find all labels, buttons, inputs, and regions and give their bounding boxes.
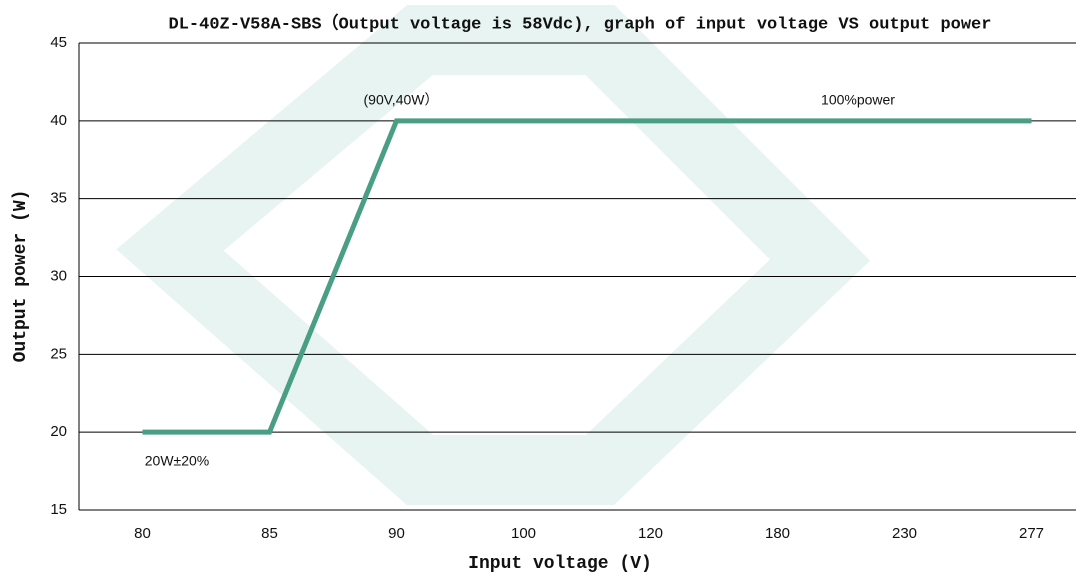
x-tick-label: 230 [892,525,917,542]
y-tick-label: 45 [50,34,67,51]
x-tick-label: 85 [261,525,278,542]
y-tick-label: 40 [50,112,67,129]
y-tick-label: 30 [50,267,67,284]
line [142,118,1032,435]
y-tick-label: 35 [50,190,67,207]
x-tick-label: 80 [134,525,151,542]
annotation: 20W±20% [145,453,210,469]
watermark-shape [116,5,871,505]
y-tick-label: 15 [50,501,67,518]
annotation: 100%power [821,92,895,108]
x-tick-label: 100 [511,525,536,542]
watermark [116,5,871,505]
annotation: (90V,40W） [364,92,439,108]
x-tick-label: 180 [765,525,790,542]
x-tick-label: 277 [1019,525,1044,542]
y-axis-label: Output power (W) [11,190,31,363]
x-tick-label: 90 [388,525,405,542]
y-tick-label: 20 [50,423,67,440]
chart-title: DL-40Z-V58A-SBS（Output voltage is 58Vdc)… [169,12,992,34]
x-tick-label: 120 [638,525,663,542]
x-axis-label: Input voltage (V) [468,554,652,574]
y-tick-label: 25 [50,345,67,362]
